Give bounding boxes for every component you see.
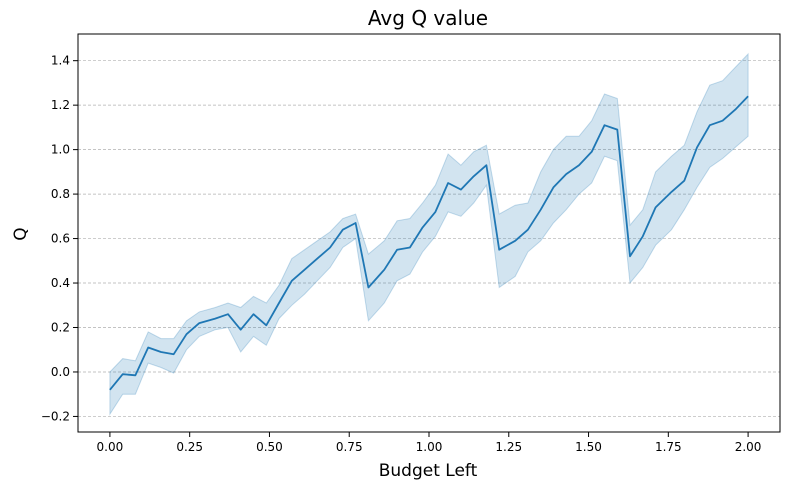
x-tick-label: 1.75 [655,440,682,454]
y-tick-label: 1.4 [51,54,70,68]
y-tick-label: 1.0 [51,143,70,157]
y-tick-label: 0.4 [51,276,70,290]
y-tick-label: −0.2 [41,409,70,423]
x-tick-label: 0.50 [256,440,283,454]
confidence-band-layer [109,52,749,416]
y-tick-label: 1.2 [51,98,70,112]
x-tick-label: 0.75 [336,440,363,454]
x-axis-label: Budget Left [379,461,478,481]
x-tick-label: 1.25 [495,440,522,454]
y-axis-ticks: −0.2 0.0 0.2 0.4 0.6 0.8 1.0 1.2 1.4 [41,54,78,423]
y-tick-label: 0.6 [51,232,70,246]
y-tick-label: 0.2 [51,320,70,334]
y-tick-label: 0.0 [51,365,70,379]
x-axis-ticks: 0.00 0.25 0.50 0.75 1.00 1.25 1.50 1.75 2.00 [97,432,762,454]
x-tick-label: 0.00 [97,440,124,454]
x-tick-label: 0.25 [176,440,203,454]
x-tick-label: 1.00 [416,440,443,454]
series-line-layer [109,95,749,391]
y-axis-label: Q [11,227,31,240]
x-tick-label: 1.50 [575,440,602,454]
confidence-band [109,52,749,416]
chart-title: Avg Q value [368,6,488,30]
x-tick-label: 2.00 [735,440,762,454]
series-line [109,95,749,391]
y-tick-label: 0.8 [51,187,70,201]
